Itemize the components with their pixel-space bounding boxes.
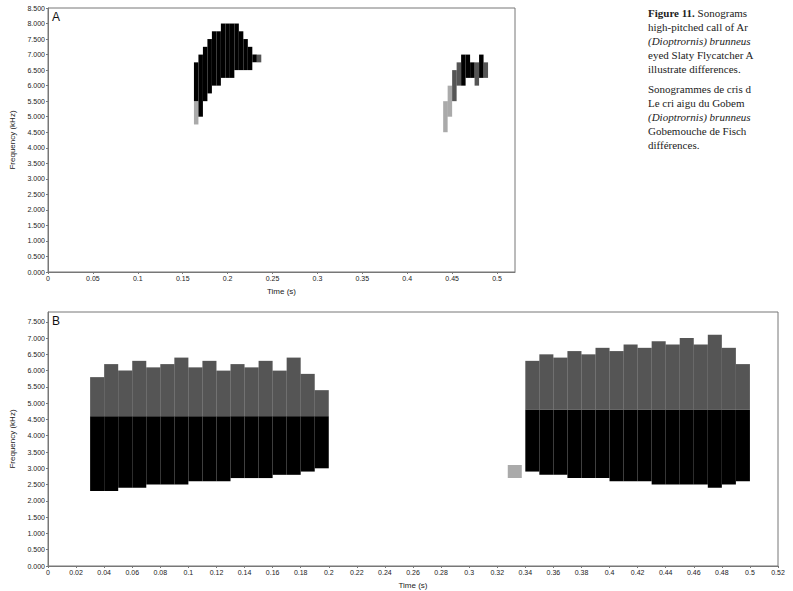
svg-text:0.38: 0.38 [575,569,589,576]
svg-text:Frequency (kHz): Frequency (kHz) [8,110,17,169]
svg-text:3.500: 3.500 [27,160,45,167]
svg-text:0.46: 0.46 [687,569,701,576]
svg-text:0.2: 0.2 [223,275,233,282]
html-text:(Dioptrornis) brunneus: (Dioptrornis) brunneus [648,35,751,47]
svg-text:8.500: 8.500 [27,5,45,12]
svg-text:1.000: 1.000 [27,530,45,537]
svg-text:4.000: 4.000 [27,432,45,439]
svg-text:2.500: 2.500 [27,191,45,198]
svg-text:0.1: 0.1 [184,569,194,576]
svg-text:0.32: 0.32 [490,569,504,576]
html-text:Gobemouche de Fisch: Gobemouche de Fisch [648,125,747,137]
svg-text:1.000: 1.000 [27,237,45,244]
svg-text:0.12: 0.12 [210,569,224,576]
svg-text:7.000: 7.000 [27,335,45,342]
svg-text:0.500: 0.500 [27,253,45,260]
svg-text:2.000: 2.000 [27,497,45,504]
svg-text:0.18: 0.18 [294,569,308,576]
svg-text:0: 0 [46,275,50,282]
svg-text:0.5: 0.5 [745,569,755,576]
svg-text:6.000: 6.000 [27,367,45,374]
html-text:illustrate differences.: illustrate differences. [648,63,741,75]
svg-text:0.2: 0.2 [324,569,334,576]
svg-text:0.4: 0.4 [605,569,615,576]
svg-text:2.000: 2.000 [27,206,45,213]
svg-text:0.000: 0.000 [27,563,45,570]
svg-text:0.4: 0.4 [402,275,412,282]
svg-text:3.000: 3.000 [27,465,45,472]
html-text:différences.: différences. [648,139,700,151]
svg-text:1.500: 1.500 [27,222,45,229]
svg-text:0.34: 0.34 [518,569,532,576]
svg-text:0.25: 0.25 [266,275,280,282]
svg-text:0.15: 0.15 [176,275,190,282]
svg-text:6.000: 6.000 [27,82,45,89]
html-text:eyed Slaty Flycatcher A: eyed Slaty Flycatcher A [648,49,754,61]
svg-text:0.1: 0.1 [133,275,143,282]
svg-text:Time (s): Time (s) [398,581,427,590]
svg-text:5.500: 5.500 [27,98,45,105]
svg-text:A: A [52,10,60,24]
svg-text:4.500: 4.500 [27,416,45,423]
svg-text:0.04: 0.04 [97,569,111,576]
svg-text:B: B [52,314,60,328]
svg-text:3.500: 3.500 [27,449,45,456]
svg-text:0.28: 0.28 [434,569,448,576]
html-text:Figure 11. Sonograms: Figure 11. Sonograms [648,7,748,19]
svg-text:0.44: 0.44 [659,569,673,576]
svg-text:7.000: 7.000 [27,51,45,58]
html-text:Le cri aigu du Gobem: Le cri aigu du Gobem [648,97,745,109]
svg-text:0.16: 0.16 [266,569,280,576]
svg-text:7.500: 7.500 [27,36,45,43]
svg-text:6.500: 6.500 [27,67,45,74]
svg-text:5.000: 5.000 [27,400,45,407]
svg-text:0.3: 0.3 [464,569,474,576]
svg-text:1.500: 1.500 [27,514,45,521]
svg-text:0.08: 0.08 [153,569,167,576]
svg-text:0: 0 [46,569,50,576]
svg-text:6.500: 6.500 [27,351,45,358]
svg-text:0.24: 0.24 [378,569,392,576]
html-text:high-pitched call of Ar: high-pitched call of Ar [648,21,748,33]
svg-text:0.36: 0.36 [547,569,561,576]
svg-text:0.42: 0.42 [631,569,645,576]
svg-text:4.000: 4.000 [27,144,45,151]
svg-text:0.02: 0.02 [69,569,83,576]
svg-text:0.14: 0.14 [238,569,252,576]
svg-text:0.52: 0.52 [771,569,785,576]
svg-text:0.5: 0.5 [492,275,502,282]
svg-text:0.22: 0.22 [350,569,364,576]
html-text:(Dioptrornis) brunneus: (Dioptrornis) brunneus [648,111,751,123]
svg-text:4.500: 4.500 [27,129,45,136]
svg-text:0.05: 0.05 [86,275,100,282]
svg-text:3.000: 3.000 [27,175,45,182]
svg-text:0.26: 0.26 [406,569,420,576]
svg-text:Frequency (kHz): Frequency (kHz) [8,409,17,468]
svg-text:5.500: 5.500 [27,383,45,390]
svg-text:0.3: 0.3 [313,275,323,282]
html-text:Sonogrammes de cris d: Sonogrammes de cris d [648,83,751,95]
svg-text:Time (s): Time (s) [267,287,296,296]
svg-text:0.48: 0.48 [715,569,729,576]
svg-text:0.06: 0.06 [125,569,139,576]
svg-text:0.500: 0.500 [27,546,45,553]
svg-text:0.35: 0.35 [356,275,370,282]
svg-text:0.000: 0.000 [27,269,45,276]
svg-text:7.500: 7.500 [27,318,45,325]
svg-text:5.000: 5.000 [27,113,45,120]
svg-text:8.000: 8.000 [27,20,45,27]
svg-text:2.500: 2.500 [27,481,45,488]
svg-text:0.45: 0.45 [445,275,459,282]
